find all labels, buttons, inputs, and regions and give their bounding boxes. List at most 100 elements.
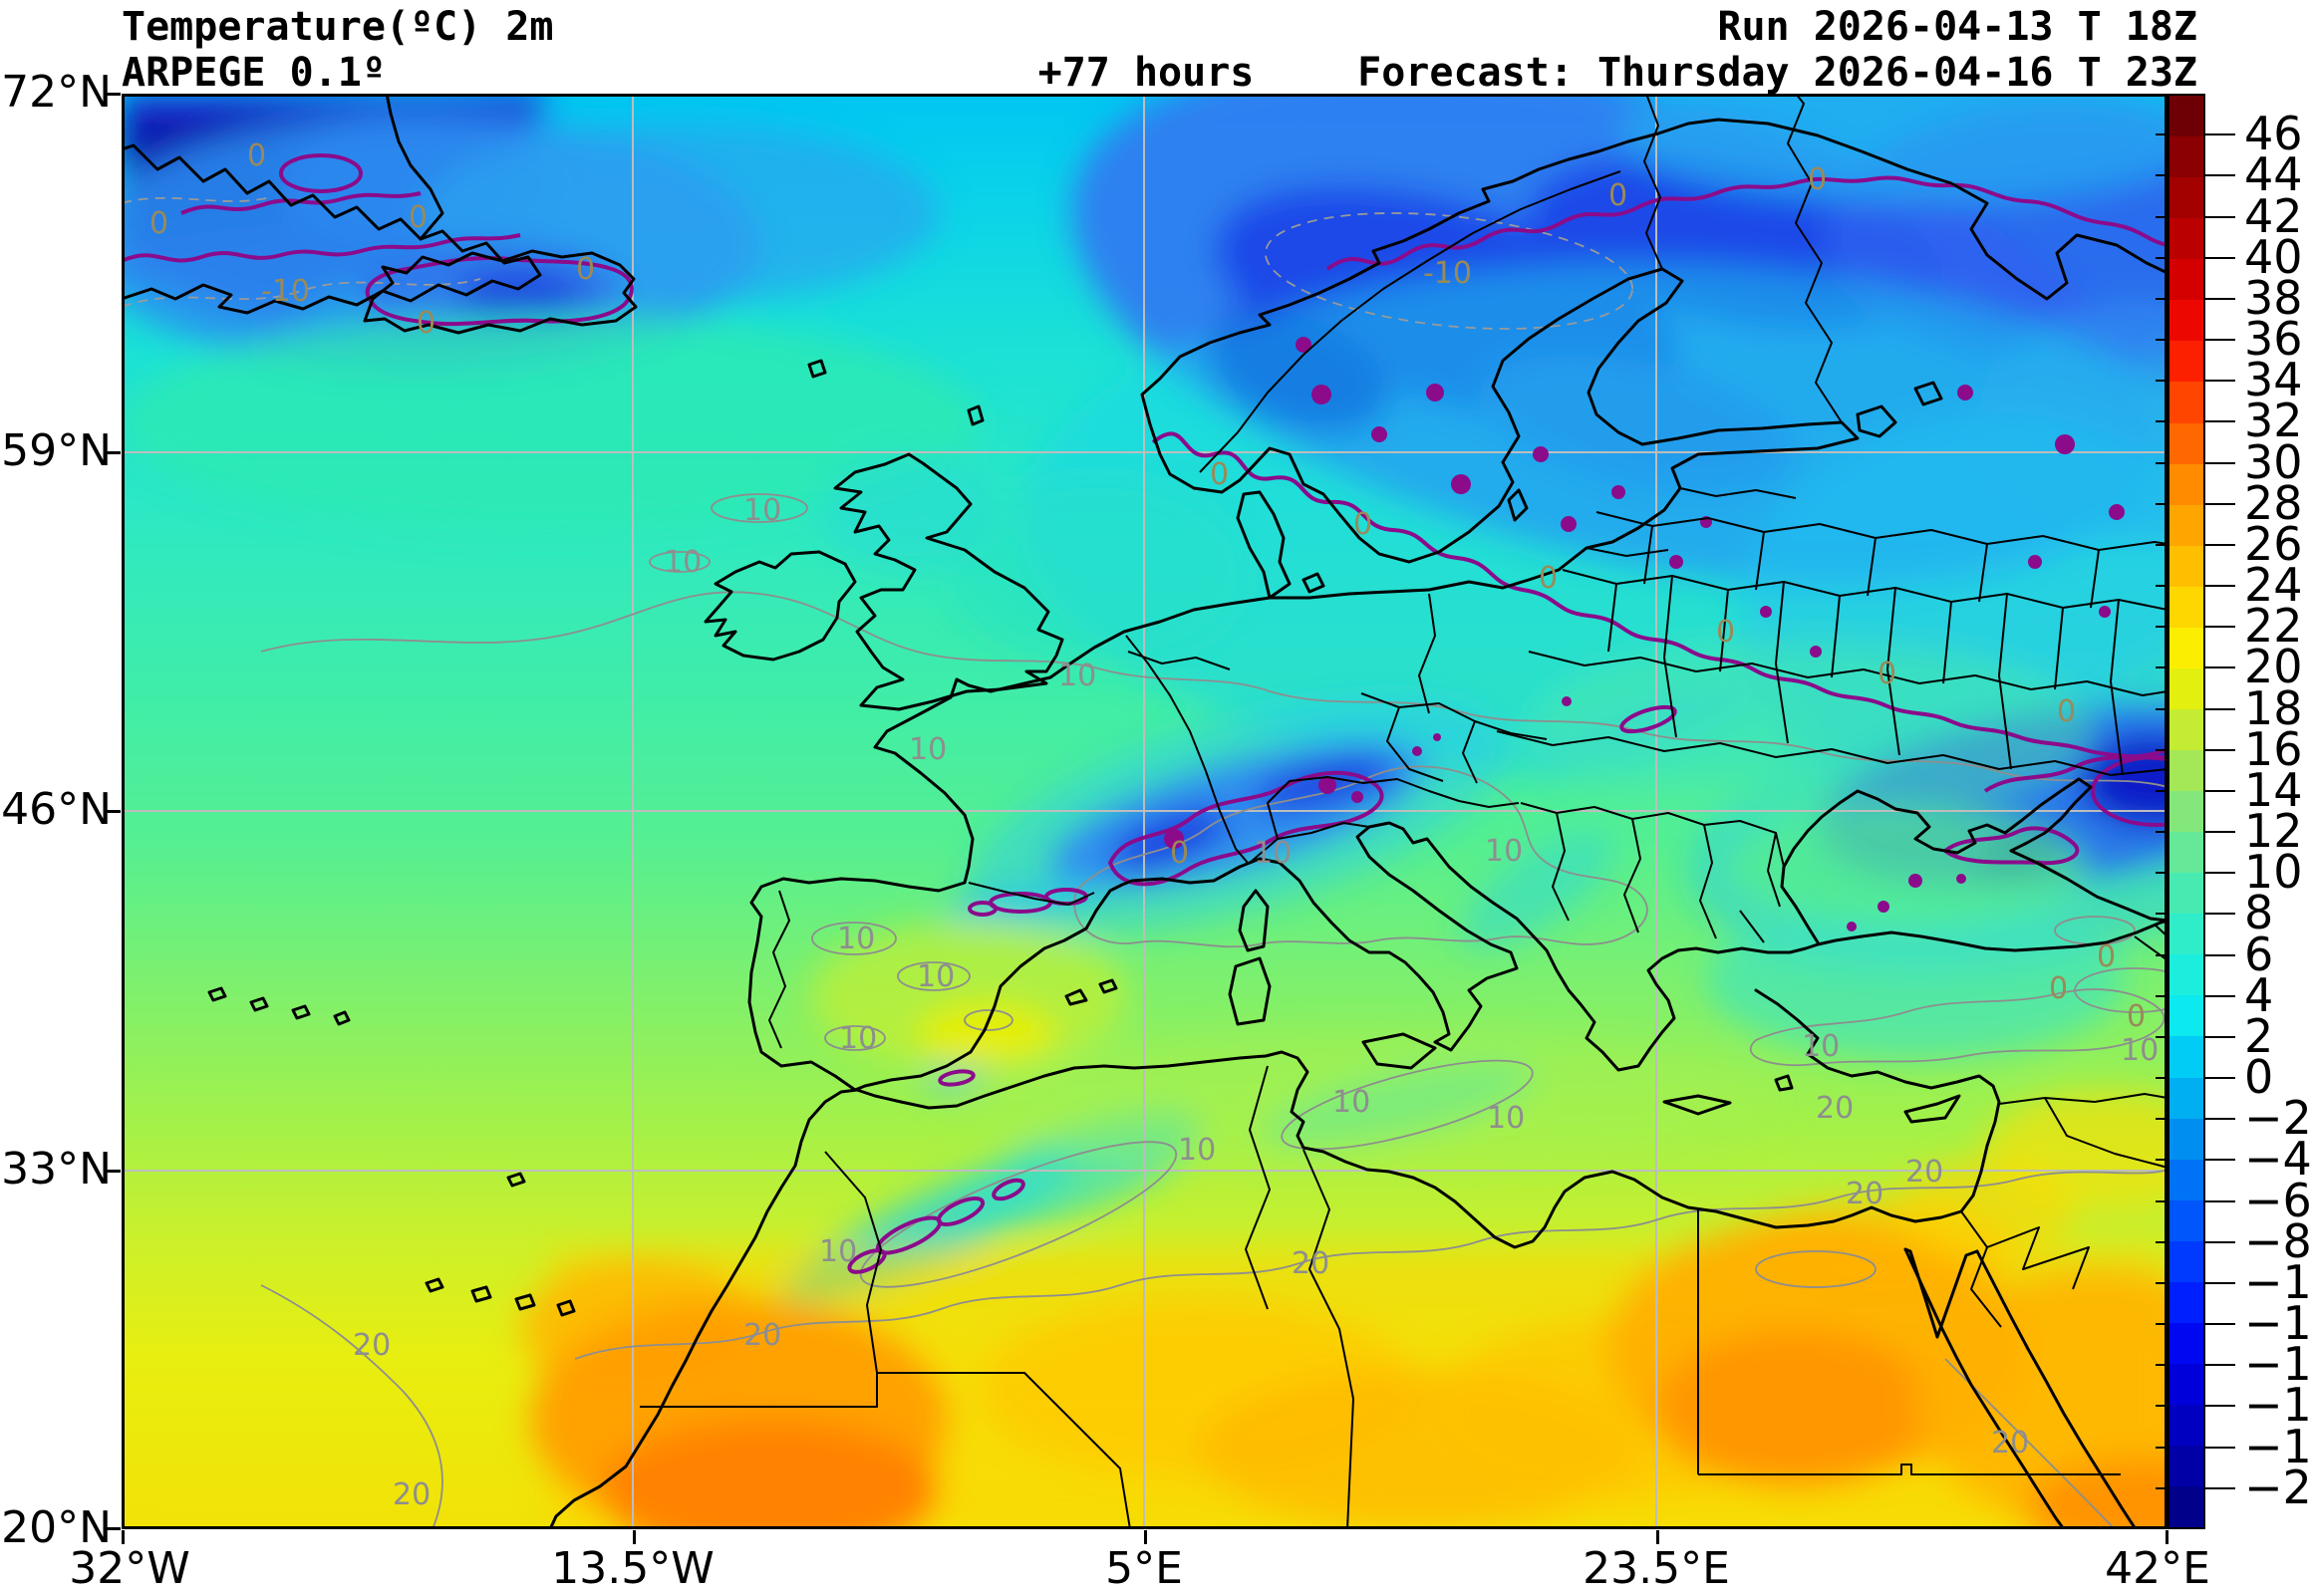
x-tick-label: 42°E: [2105, 1543, 2210, 1594]
svg-text:-10: -10: [261, 274, 310, 309]
colorbar-tick-label: 18: [2244, 680, 2303, 735]
svg-text:10: 10: [1332, 1085, 1370, 1120]
contour-label-20: 20 20 20 20 20 20 20 20: [353, 1091, 2029, 1512]
colorbar-tick-label: 36: [2244, 311, 2303, 366]
colorbar-segment: [2169, 627, 2203, 668]
colorbar-segment: [2169, 1405, 2203, 1447]
svg-text:10: 10: [664, 545, 702, 580]
colorbar-tick-label: 14: [2244, 762, 2303, 817]
colorbar-tick-line: [2205, 666, 2235, 669]
colorbar-tick-label: 10: [2244, 845, 2303, 900]
y-tick-label: 72°N: [1, 67, 112, 118]
colorbar-segment: [2169, 1199, 2203, 1241]
colorbar-tick-stub: [2156, 543, 2168, 546]
colorbar-tick-line: [2205, 339, 2235, 342]
colorbar-segment: [2169, 791, 2203, 833]
x-tick-label: 5°E: [1105, 1543, 1183, 1594]
contour-label-10: 10 10 10 10 10 10 10 10 10 10 10 10 10 1…: [664, 493, 2159, 1269]
colorbar-tick-stub: [2156, 461, 2168, 464]
x-tick-label: 23.5°E: [1583, 1543, 1730, 1594]
axis-tick: [1144, 1530, 1147, 1544]
colorbar-tick-line: [2205, 994, 2235, 997]
run-label: Run 2026-04-13 T 18Z: [1717, 4, 2197, 50]
colorbar-tick-label: −16: [2244, 1378, 2312, 1433]
svg-text:10: 10: [2121, 1033, 2159, 1068]
colorbar-tick-stub: [2156, 666, 2168, 669]
colorbar-tick-stub: [2156, 626, 2168, 629]
axis-tick: [633, 1530, 636, 1544]
colorbar-tick-line: [2205, 1323, 2235, 1326]
colorbar-tick-stub: [2156, 953, 2168, 956]
colorbar-segment: [2169, 341, 2203, 383]
colorbar-segment: [2169, 1281, 2203, 1323]
colorbar-tick-stub: [2156, 502, 2168, 505]
svg-text:10: 10: [1254, 836, 1292, 871]
svg-text:0: 0: [1539, 561, 1558, 596]
colorbar-tick-line: [2205, 133, 2235, 136]
svg-text:10: 10: [909, 732, 947, 767]
colorbar-tick-stub: [2156, 1118, 2168, 1121]
colorbar-tick-stub: [2156, 256, 2168, 259]
map-canvas: 10 10 10 10 10 10 10 10 10 10 10 10 10 1…: [122, 94, 2168, 1529]
colorbar-tick-label: 6: [2244, 927, 2274, 981]
colorbar-tick-line: [2205, 1486, 2235, 1489]
colorbar-tick-label: 8: [2244, 886, 2274, 940]
colorbar-tick-stub: [2156, 1323, 2168, 1326]
svg-text:0: 0: [1608, 178, 1627, 213]
axis-tick: [1656, 1530, 1659, 1544]
colorbar-segment: [2169, 750, 2203, 792]
colorbar-tick-line: [2205, 420, 2235, 423]
colorbar-tick-stub: [2156, 174, 2168, 177]
zero-degree-contour-dots: [1164, 337, 2125, 931]
svg-text:10: 10: [1178, 1133, 1216, 1168]
model-subtitle: ARPEGE 0.1º: [122, 50, 386, 96]
colorbar-tick-line: [2205, 953, 2235, 956]
colorbar-tick-line: [2205, 1077, 2235, 1080]
svg-text:20: 20: [393, 1477, 431, 1512]
colorbar-tick-line: [2205, 297, 2235, 300]
svg-text:10: 10: [839, 1021, 877, 1056]
colorbar-tick-line: [2205, 174, 2235, 177]
x-tick-label: 13.5°W: [551, 1543, 715, 1594]
colorbar-segment: [2169, 259, 2203, 301]
svg-text:10: 10: [1487, 1101, 1525, 1136]
y-tick-label: 33°N: [1, 1144, 112, 1195]
colorbar-tick-label: 28: [2244, 475, 2303, 530]
y-tick-label: 20°N: [1, 1502, 112, 1553]
colorbar-tick-stub: [2156, 1199, 2168, 1202]
colorbar-tick-line: [2205, 1240, 2235, 1243]
colorbar-tick-stub: [2156, 1405, 2168, 1408]
colorbar-tick-line: [2205, 1118, 2235, 1121]
colorbar-tick-label: −6: [2244, 1173, 2312, 1227]
colorbar-tick-label: −10: [2244, 1254, 2312, 1309]
colorbar-tick-stub: [2156, 339, 2168, 342]
colorbar-segment: [2169, 218, 2203, 260]
colorbar-tick-line: [2205, 913, 2235, 916]
map-title: Temperature(ºC) 2m: [122, 4, 554, 50]
svg-text:0: 0: [2127, 999, 2146, 1034]
colorbar-segment: [2169, 1036, 2203, 1078]
y-tick-label: 59°N: [1, 425, 112, 476]
colorbar-segment: [2169, 382, 2203, 423]
axis-tick: [107, 1527, 121, 1530]
colorbar-tick-line: [2205, 626, 2235, 629]
colorbar-tick-label: −12: [2244, 1296, 2312, 1351]
svg-text:0: 0: [576, 252, 595, 287]
colorbar-segment: [2169, 1077, 2203, 1119]
colorbar-segment: [2169, 1486, 2203, 1528]
colorbar-segment: [2169, 586, 2203, 628]
colorbar-tick-line: [2205, 585, 2235, 588]
svg-text:10: 10: [917, 959, 955, 994]
colorbar-tick-label: −18: [2244, 1419, 2312, 1473]
colorbar-tick-label: 2: [2244, 1008, 2274, 1063]
svg-text:0: 0: [1170, 836, 1189, 871]
colorbar-tick-stub: [2156, 1240, 2168, 1243]
axis-tick: [107, 451, 121, 454]
colorbar-tick-label: −4: [2244, 1132, 2312, 1187]
colorbar-tick-line: [2205, 748, 2235, 751]
colorbar-tick-label: 38: [2244, 270, 2303, 325]
colorbar-tick-line: [2205, 502, 2235, 505]
colorbar-tick-stub: [2156, 789, 2168, 792]
svg-text:10: 10: [1485, 834, 1523, 869]
colorbar-segment: [2169, 300, 2203, 342]
